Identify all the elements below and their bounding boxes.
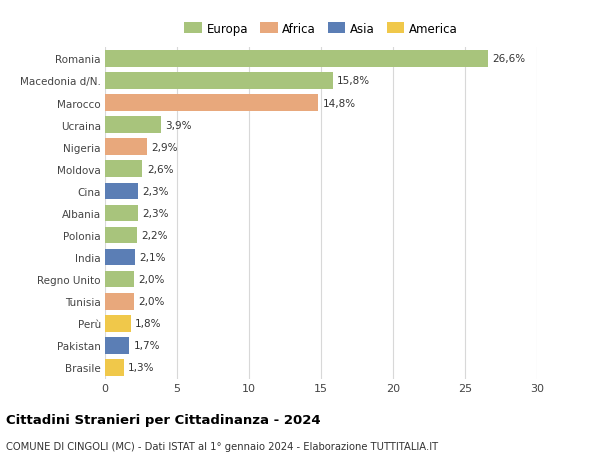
Text: 2,0%: 2,0% — [138, 274, 164, 285]
Bar — [105, 359, 124, 376]
Bar — [105, 271, 134, 288]
Text: 2,1%: 2,1% — [140, 252, 166, 263]
Text: 1,7%: 1,7% — [134, 341, 160, 351]
Bar — [105, 51, 488, 67]
Bar — [105, 139, 147, 156]
Text: COMUNE DI CINGOLI (MC) - Dati ISTAT al 1° gennaio 2024 - Elaborazione TUTTITALIA: COMUNE DI CINGOLI (MC) - Dati ISTAT al 1… — [6, 441, 438, 451]
Text: 3,9%: 3,9% — [166, 120, 192, 130]
Bar — [105, 227, 137, 244]
Text: 2,9%: 2,9% — [151, 142, 178, 152]
Legend: Europa, Africa, Asia, America: Europa, Africa, Asia, America — [184, 23, 458, 36]
Text: 1,3%: 1,3% — [128, 363, 155, 373]
Bar — [105, 205, 138, 222]
Text: Cittadini Stranieri per Cittadinanza - 2024: Cittadini Stranieri per Cittadinanza - 2… — [6, 413, 320, 426]
Text: 2,3%: 2,3% — [142, 186, 169, 196]
Text: 15,8%: 15,8% — [337, 76, 370, 86]
Text: 2,0%: 2,0% — [138, 297, 164, 307]
Bar — [105, 183, 138, 200]
Bar — [105, 73, 332, 90]
Text: 2,2%: 2,2% — [141, 230, 167, 241]
Bar — [105, 337, 130, 354]
Bar — [105, 161, 142, 178]
Text: 2,6%: 2,6% — [147, 164, 173, 174]
Bar — [105, 249, 135, 266]
Bar — [105, 95, 318, 112]
Bar — [105, 117, 161, 134]
Text: 14,8%: 14,8% — [322, 98, 356, 108]
Bar — [105, 315, 131, 332]
Text: 26,6%: 26,6% — [493, 54, 526, 64]
Text: 1,8%: 1,8% — [135, 319, 162, 329]
Text: 2,3%: 2,3% — [142, 208, 169, 218]
Bar — [105, 293, 134, 310]
